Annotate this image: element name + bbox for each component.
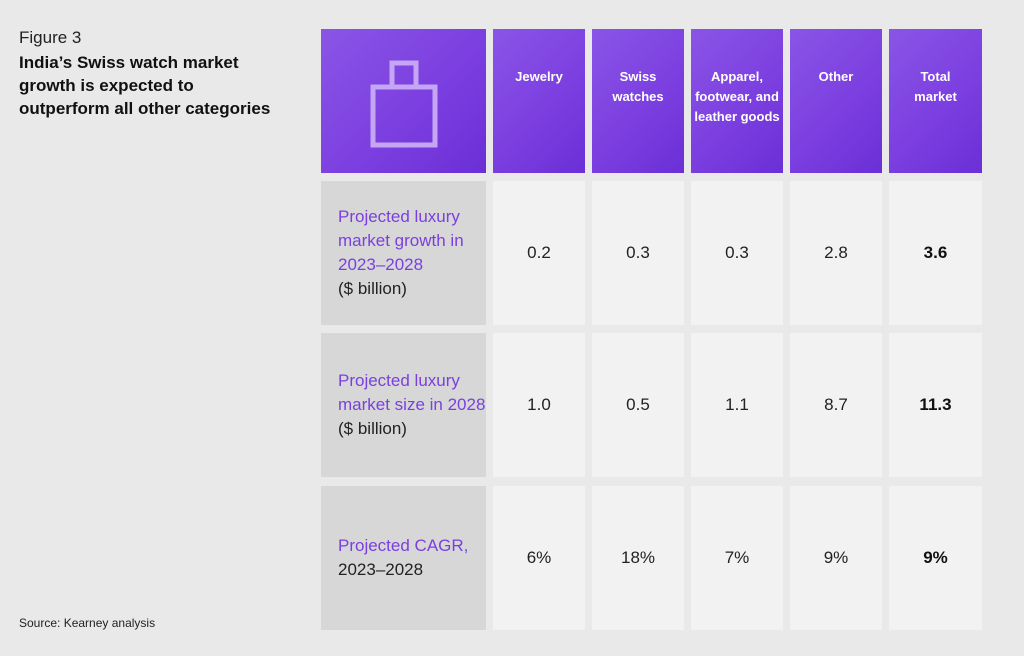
table-cell-total: 11.3 <box>889 333 982 477</box>
table-cell: 8.7 <box>790 333 882 477</box>
column-header-label: Total market <box>914 69 957 105</box>
row-label-unit: ($ billion) <box>338 279 407 299</box>
column-header-total-market: Total market <box>889 29 982 173</box>
table-cell: 0.2 <box>493 181 585 325</box>
column-header-jewelry: Jewelry <box>493 29 585 173</box>
row-label-text: Projected luxury market size in 2028 <box>338 370 486 414</box>
table-cell: 0.5 <box>592 333 684 477</box>
column-header-other: Other <box>790 29 882 173</box>
row-label-unit: 2023–2028 <box>338 560 424 579</box>
table-cell: 7% <box>691 486 783 630</box>
table-cell: 9% <box>790 486 882 630</box>
table-cell: 1.1 <box>691 333 783 477</box>
row-label-cagr: Projected CAGR, 2023–2028 <box>321 486 486 630</box>
row-label-market-growth: Projected luxury market growth in 2023–2… <box>321 181 486 325</box>
table-cell: 0.3 <box>691 181 783 325</box>
column-header-label: Apparel, footwear, and leather goods <box>694 69 780 125</box>
column-header-swiss-watches: Swiss watches <box>592 29 684 173</box>
column-header-label: Other <box>818 69 854 84</box>
table-cell: 1.0 <box>493 333 585 477</box>
header-icon-cell <box>321 29 486 173</box>
row-label-text: Projected luxury market growth in 2023–2… <box>338 206 464 274</box>
table-cell: 6% <box>493 486 585 630</box>
table-cell: 0.3 <box>592 181 684 325</box>
source-note: Source: Kearney analysis <box>19 616 156 630</box>
table-cell: 2.8 <box>790 181 882 325</box>
row-label-market-size: Projected luxury market size in 2028 ($ … <box>321 333 486 477</box>
table-cell-total: 9% <box>889 486 982 630</box>
row-label-text: Projected CAGR, <box>338 535 469 555</box>
table-cell: 18% <box>592 486 684 630</box>
table-cell-total: 3.6 <box>889 181 982 325</box>
figure-label: Figure 3 <box>19 28 82 47</box>
row-label-unit: ($ billion) <box>338 419 407 439</box>
figure-title: India’s Swiss watch market growth is exp… <box>19 53 271 118</box>
column-header-label: Swiss watches <box>612 69 664 105</box>
shopping-bag-icon <box>370 60 438 148</box>
column-header-label: Jewelry <box>515 69 563 84</box>
column-header-apparel: Apparel, footwear, and leather goods <box>691 29 783 173</box>
